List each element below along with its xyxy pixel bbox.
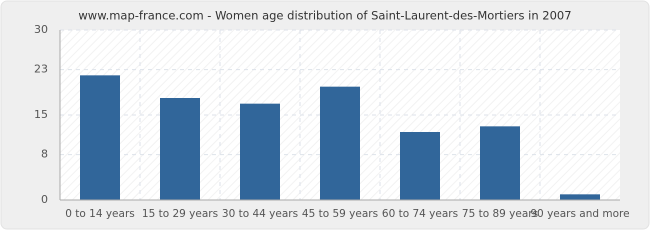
bar	[480, 126, 520, 200]
page: {"chart_data": {"type": "bar", "title": …	[0, 0, 650, 230]
x-tick-label: 60 to 74 years	[382, 208, 458, 220]
x-tick-label: 15 to 29 years	[142, 208, 218, 220]
y-tick-label: 8	[41, 148, 48, 161]
y-tick-label: 23	[34, 63, 48, 76]
y-tick-label: 0	[41, 193, 48, 206]
y-tick-label: 30	[34, 23, 48, 36]
bar	[240, 103, 280, 200]
bar	[160, 98, 200, 200]
x-tick-label: 45 to 59 years	[302, 208, 378, 220]
x-tick-label: 90 years and more	[530, 208, 629, 220]
x-tick-label: 30 to 44 years	[222, 208, 298, 220]
x-tick-label: 75 to 89 years	[462, 208, 538, 220]
chart: www.map-france.com - Women age distribut…	[0, 0, 650, 230]
bar	[560, 194, 600, 200]
bar	[400, 132, 440, 200]
bar	[80, 75, 120, 200]
x-tick-label: 0 to 14 years	[65, 208, 135, 220]
chart-title: www.map-france.com - Women age distribut…	[78, 9, 571, 23]
bar	[320, 86, 360, 200]
y-tick-label: 15	[34, 108, 48, 121]
